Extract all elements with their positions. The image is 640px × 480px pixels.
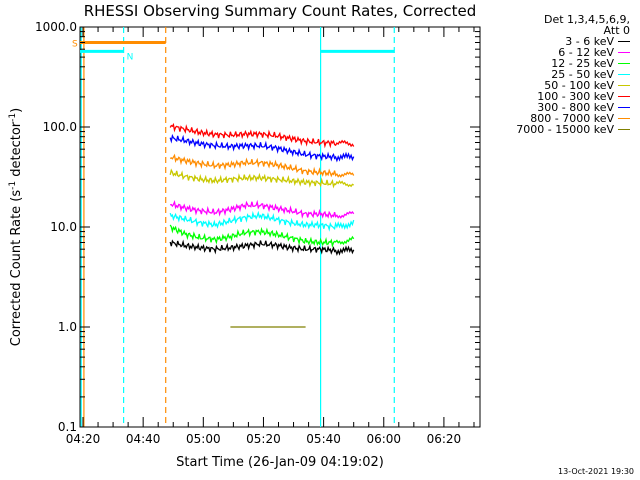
- legend-swatch: [618, 85, 630, 86]
- y-tick-label: 10.0: [50, 220, 77, 234]
- legend-label: 100 - 300 keV: [537, 90, 614, 103]
- legend-entry: 6 - 12 keV: [484, 47, 634, 58]
- legend-label: 6 - 12 keV: [558, 46, 614, 59]
- legend-entry: 3 - 6 keV: [484, 36, 634, 47]
- x-tick-label: 05:00: [186, 432, 221, 446]
- series-line: [169, 122, 355, 149]
- chart-title: RHESSI Observing Summary Count Rates, Co…: [84, 2, 477, 20]
- legend-label: 7000 - 15000 keV: [516, 123, 614, 136]
- legend-label: 3 - 6 keV: [565, 35, 614, 48]
- x-tick-label: 05:20: [246, 432, 281, 446]
- x-tick-label: 04:20: [66, 432, 101, 446]
- flag-label: S: [72, 39, 78, 49]
- y-axis-label-sup: -1: [8, 181, 18, 190]
- x-axis-label: Start Time (26-Jan-09 04:19:02): [176, 455, 384, 470]
- legend-entry: 300 - 800 keV: [484, 102, 634, 113]
- y-axis-label-part: Corrected Count Rate (s: [9, 190, 24, 347]
- legend-swatch: [618, 41, 630, 42]
- x-tick-label: 06:20: [427, 432, 462, 446]
- series-line: [169, 168, 355, 189]
- y-tick-label: 1.0: [58, 320, 77, 334]
- legend-entry: 25 - 50 keV: [484, 69, 634, 80]
- legend-swatch: [618, 96, 630, 97]
- x-tick-label: 05:40: [306, 432, 341, 446]
- y-tick-label: 0.1: [58, 420, 77, 434]
- legend-swatch: [618, 63, 630, 64]
- y-axis-ticks: 0.1 1.0 10.0 100.0 1000.0: [35, 20, 480, 434]
- legend-entry: 12 - 25 keV: [484, 58, 634, 69]
- legend-label: 800 - 7000 keV: [530, 112, 614, 125]
- legend-swatch: [618, 52, 630, 53]
- flag-label: N: [127, 52, 134, 62]
- flag-bars: SN: [72, 39, 395, 62]
- y-axis-label: Corrected Count Rate (s-1 detector-1): [8, 108, 24, 346]
- legend-label: 300 - 800 keV: [537, 101, 614, 114]
- legend-swatch: [618, 74, 630, 75]
- series-line: [169, 210, 355, 232]
- legend-swatch: [618, 107, 630, 108]
- legend-label: 12 - 25 keV: [551, 57, 614, 70]
- series-line: [169, 239, 355, 257]
- series-line: [169, 153, 355, 178]
- series-lines: [169, 122, 355, 328]
- legend: Det 1,3,4,5,6,9, Att 0 3 - 6 keV 6 - 12 k…: [484, 14, 634, 135]
- x-axis-ticks: 04:20 04:40 05:00 05:20 05:40 06:00 06:20: [66, 27, 475, 446]
- footer-timestamp: 13-Oct-2021 19:30: [558, 467, 634, 476]
- y-tick-label: 100.0: [43, 120, 77, 134]
- legend-swatch: [618, 129, 630, 130]
- series-line: [170, 199, 355, 219]
- legend-label: 25 - 50 keV: [551, 68, 614, 81]
- y-tick-label: 1000.0: [35, 20, 77, 34]
- legend-label: 50 - 100 keV: [544, 79, 614, 92]
- plot-frame: [79, 26, 481, 428]
- legend-header-line: Det 1,3,4,5,6,9,: [543, 13, 630, 26]
- legend-swatch: [618, 118, 630, 119]
- legend-entry: 800 - 7000 keV: [484, 113, 634, 124]
- x-tick-label: 06:00: [366, 432, 401, 446]
- series-line: [169, 133, 355, 163]
- series-line: [169, 224, 355, 249]
- legend-entry: 7000 - 15000 keV: [484, 124, 634, 135]
- legend-entry: 100 - 300 keV: [484, 91, 634, 102]
- y-axis-label-part: detector: [9, 121, 24, 181]
- y-axis-label-part: ): [9, 108, 24, 113]
- x-tick-label: 04:40: [126, 432, 161, 446]
- legend-entry: 50 - 100 keV: [484, 80, 634, 91]
- legend-header-line: Att 0: [603, 24, 630, 37]
- y-axis-label-sup: -1: [8, 113, 18, 122]
